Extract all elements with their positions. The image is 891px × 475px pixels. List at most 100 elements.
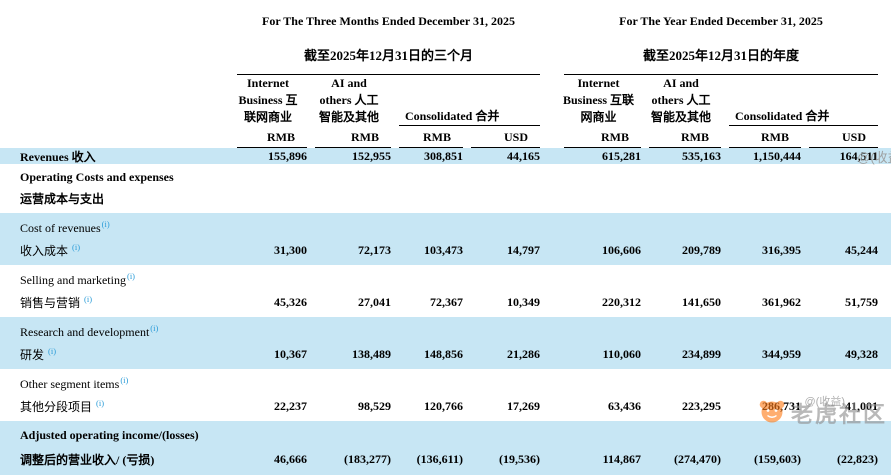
period-3m-title-en: For The Three Months Ended December 31, … [262,14,515,28]
value-cell: (183,277) [344,451,391,466]
footnote-marker: (i) [126,271,136,281]
section-other-segment-items: Other segment items(i) 其他分段项目 (i) 22,237 … [0,369,891,421]
row-label-text: Research and development [20,325,150,339]
col-consolidated-3m: Consolidated 合并 [399,75,540,126]
col-line: AI and [331,76,367,90]
value-cell: 41,001 [845,399,878,413]
value-cell: 361,962 [762,295,801,309]
value-cell: 615,281 [602,149,641,163]
section-operating-costs: Operating Costs and expenses 运营成本与支出 [0,164,891,213]
period-3m-header: For The Three Months Ended December 31, … [237,0,540,75]
value-cell: 209,789 [682,243,721,257]
period-year-header: For The Year Ended December 31, 2025 截至2… [564,0,878,75]
col-line: Business 互联 [562,93,635,107]
section-revenues: Revenues 收入 155,896 152,955 308,851 44,1… [0,148,891,164]
section-research-development: Research and development(i) 研发 (i) 10,367… [0,317,891,369]
row-label-zh: 收入成本 (i) [0,242,229,259]
table-row: 研发 (i) 10,367 138,489 148,856 21,286 110,… [0,346,891,363]
section-adjusted-operating-income: Adjusted operating income/(losses) 调整后的营… [0,421,891,475]
period-year-title-zh: 截至2025年12月31日的年度 [642,48,799,63]
value-cell: 1,150,444 [753,149,801,163]
value-cell: (19,536) [499,451,540,466]
table-row: Operating Costs and expenses [0,170,891,185]
col-line: Internet [577,76,620,90]
table-row: 收入成本 (i) 31,300 72,173 103,473 14,797 106… [0,242,891,259]
row-label-zh: 其他分段项目 (i) [0,398,229,415]
currency-usd: USD [809,126,878,148]
row-label: Cost of revenues(i) [0,219,878,236]
colhead-gap [540,75,556,126]
table-row: Selling and marketing(i) [0,271,891,288]
period-year-title-en: For The Year Ended December 31, 2025 [619,14,823,28]
value-cell: 535,163 [682,149,721,163]
col-line: Internet [247,76,289,90]
value-cell: (274,470) [674,451,721,466]
table-row: 运营成本与支出 [0,190,891,207]
row-label-text: 收入成本 [20,244,69,258]
currency-spacer [0,126,229,148]
row-label-text: 研发 [20,348,45,362]
row-label-text: 其他分段项目 [20,400,93,414]
value-cell: 17,269 [507,399,540,413]
value-cell: 10,367 [274,347,307,361]
value-cell: 120,766 [424,399,463,413]
footnote-marker: (i) [48,346,57,356]
value-cell: 152,955 [352,149,391,163]
value-cell: 344,959 [762,347,801,361]
currency-rmb: RMB [399,126,463,148]
value-cell: 45,244 [845,243,878,257]
table-row: Cost of revenues(i) [0,219,891,236]
col-line: others 人工 [651,93,711,107]
value-cell: 27,041 [358,295,391,309]
value-cell: (159,603) [754,451,801,466]
value-cell: 31,300 [274,243,307,257]
value-cell: 106,606 [602,243,641,257]
value-cell: 148,856 [424,347,463,361]
col-line: 联网商业 [243,110,292,124]
section-selling-marketing: Selling and marketing(i) 销售与营销 (i) 45,326… [0,265,891,317]
table-row: 调整后的营业收入/ (亏损) 46,666 (183,277) (136,611… [0,451,891,468]
table-row: 其他分段项目 (i) 22,237 98,529 120,766 17,269 6… [0,398,891,415]
value-cell: 46,666 [274,451,307,466]
value-cell: 234,899 [682,347,721,361]
watermark-community-label: 老虎社区 [790,402,887,427]
value-cell: 44,165 [507,149,540,163]
footnote-marker: (i) [84,294,93,304]
row-label: Adjusted operating income/(losses) [20,428,199,443]
col-ai-others-year: AI and others 人工 智能及其他 [641,75,721,126]
col-line: 智能及其他 [650,110,711,124]
watermark-username: @(收益) [857,150,891,165]
value-cell: 63,436 [608,399,641,413]
row-label-text: 销售与营销 [20,296,81,310]
table-row: Other segment items(i) [0,375,891,392]
currency-gap [540,126,556,148]
value-cell: (136,611) [416,451,463,466]
watermark-username-small: @(收益) [804,396,846,408]
value-cell: (22,823) [837,451,878,466]
value-cell: 220,312 [602,295,641,309]
table-row: 销售与营销 (i) 45,326 27,041 72,367 10,349 220… [0,294,891,311]
value-cell: 72,367 [430,295,463,309]
value-cell: 164,511 [839,149,878,163]
col-line: Consolidated 合并 [735,109,830,123]
table-row: Adjusted operating income/(losses) [0,428,891,443]
footnote-marker: (i) [120,375,129,385]
col-line: AI and [663,76,699,90]
col-internet-business-year: Internet Business 互联 网商业 [556,75,641,126]
table-header: For The Three Months Ended December 31, … [0,0,891,75]
value-cell: 110,060 [602,347,641,361]
table-row: Revenues 收入 155,896 152,955 308,851 44,1… [0,148,891,164]
row-label-zh: 销售与营销 (i) [0,294,229,311]
value-cell: 10,349 [507,295,540,309]
value-cell: 72,173 [358,243,391,257]
col-internet-business-3m: Internet Business 互 联网商业 [229,75,307,126]
row-label: Selling and marketing(i) [0,271,878,288]
value-cell: 114,867 [602,451,641,466]
col-line: others 人工 [319,93,379,107]
value-cell: 316,395 [762,243,801,257]
row-label-zh: 调整后的营业收入/ (亏损) [20,452,155,467]
value-cell: 141,650 [682,295,721,309]
value-cell: 308,851 [424,149,463,163]
table-row: Research and development(i) [0,323,891,340]
